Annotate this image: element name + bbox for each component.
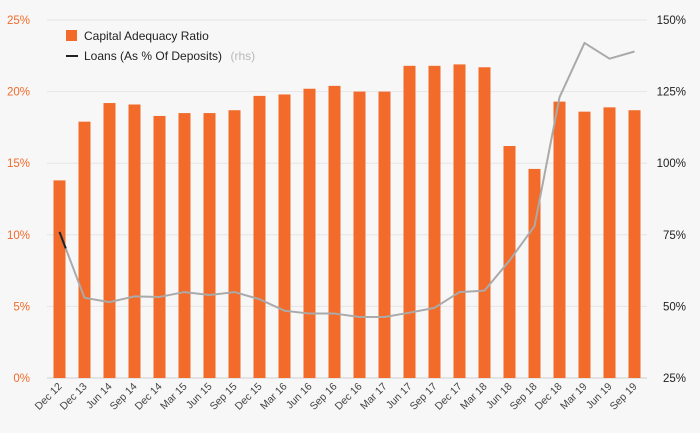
bar [178, 113, 191, 378]
bar [553, 101, 566, 379]
x-tick-label: Dec 15 [233, 381, 265, 413]
right-axis: 25% 50% 75% 100% 125% 150% [657, 15, 686, 385]
line-series [58, 41, 635, 318]
bar [528, 168, 541, 378]
x-tick-label: Sep 19 [608, 381, 640, 413]
line-segment-start-overlay [58, 231, 67, 249]
bar [353, 91, 366, 378]
right-tick-label: 150% [657, 15, 686, 27]
x-tick-label: Mar 18 [458, 381, 490, 413]
bar [78, 121, 91, 378]
right-tick-label: 50% [663, 301, 686, 313]
x-tick-label: Dec 18 [533, 381, 565, 413]
bar [203, 113, 216, 378]
legend-label-bar: Capital Adequacy Ratio [84, 29, 209, 43]
bar [453, 64, 466, 378]
legend-swatch-bar [66, 30, 77, 41]
left-tick-label: 15% [7, 158, 30, 170]
x-tick-label: Mar 19 [558, 381, 590, 413]
bar [128, 104, 141, 378]
left-tick-label: 10% [7, 230, 30, 242]
bar [253, 95, 266, 379]
right-tick-label: 100% [657, 158, 686, 170]
left-tick-label: 5% [13, 301, 30, 313]
bar [378, 91, 391, 378]
legend-label-line-main: Loans (As % Of Deposits) [84, 49, 222, 63]
grid [47, 19, 647, 379]
bar [228, 110, 241, 378]
x-tick-label: Dec 14 [133, 381, 165, 413]
legend-label-line-suffix: (rhs) [231, 49, 256, 63]
x-tick-label: Mar 17 [358, 381, 390, 413]
bar [153, 115, 166, 378]
left-tick-label: 20% [7, 87, 30, 99]
bar [428, 65, 441, 378]
bar [578, 111, 591, 378]
x-tick-label: Mar 16 [258, 381, 290, 413]
legend: Capital Adequacy Ratio Loans (As % Of De… [66, 29, 255, 64]
bar [303, 88, 316, 379]
left-tick-label: 25% [7, 15, 30, 27]
bar [103, 103, 116, 378]
bar-series [53, 64, 641, 379]
bar [278, 94, 291, 379]
legend-label-line: Loans (As % Of Deposits) (rhs) [84, 47, 255, 64]
bar [478, 67, 491, 379]
loans-line [58, 41, 635, 318]
x-tick-label: Dec 17 [433, 381, 465, 413]
left-axis: 0% 5% 10% 15% 20% 25% [7, 15, 30, 385]
x-tick-label: Dec 13 [58, 381, 90, 413]
bar [628, 110, 641, 378]
bar [403, 65, 416, 378]
right-tick-label: 25% [663, 373, 686, 385]
right-tick-label: 75% [663, 230, 686, 242]
right-tick-label: 125% [657, 87, 686, 99]
x-tick-label: Mar 15 [158, 381, 190, 413]
left-tick-label: 0% [13, 373, 30, 385]
bar [603, 107, 616, 379]
bar [53, 180, 66, 378]
bar [328, 85, 341, 378]
x-tick-label: Dec 16 [333, 381, 365, 413]
